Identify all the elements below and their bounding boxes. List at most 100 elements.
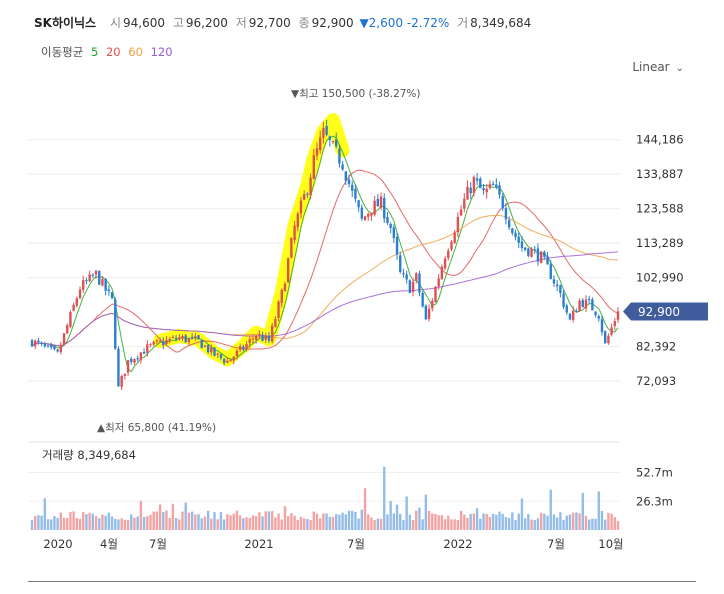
volume-bar [126,520,130,530]
volume-bar [514,520,517,530]
candle-body [338,148,341,164]
candle-body [399,255,402,272]
candle-body [424,305,428,320]
candle-body [597,316,600,319]
candle-body [114,299,117,349]
volume-bar [114,518,117,530]
volume-bar [315,513,319,530]
price-axis: 144,186 133,887 123,588 113,289 102,990 82,39… [636,133,684,389]
volume-bar [357,518,360,530]
volume-bar [517,513,520,530]
x-tick-label: 2022 [443,537,472,551]
volume-bar [56,517,59,530]
candle-body [367,213,370,217]
volume-bar [232,513,235,530]
ma-line-5 [31,135,619,373]
volume-bar [363,488,367,530]
volume-bar [613,517,616,530]
volume-bar [50,519,53,530]
volume-bar [88,513,91,530]
volume-bar [181,511,184,530]
candle-body [373,200,376,215]
volume-bar [360,509,364,530]
chevron-down-icon: ⌄ [675,63,684,74]
candle-body [533,249,536,251]
volume-bar [302,518,306,530]
volume-bar [226,514,229,530]
volume-bar [571,512,575,530]
candle-body [450,241,453,250]
candle-body [165,339,168,345]
candle-body [136,358,139,360]
y-tick-label: 72,093 [636,374,676,388]
candle-body [587,299,591,301]
volume-label: 거 [457,16,469,30]
volume-bar [507,517,511,530]
candle-body [117,348,120,387]
volume-bar [549,489,552,530]
x-tick-label: 7월 [347,537,365,551]
volume-bar [395,504,399,530]
volume-bar [267,511,271,530]
close-label: 종 [298,16,310,30]
candle-body [184,335,187,342]
scale-dropdown[interactable]: Linear ⌄ [632,60,684,74]
volume-bar [578,513,581,530]
candle-body [555,284,559,287]
candle-body [302,194,306,200]
candle-body [491,183,495,186]
candle-body [226,360,229,363]
candle-body [466,186,469,200]
candle-body [613,321,616,326]
high-value: 96,200 [185,16,228,30]
volume-bar [504,517,508,530]
candle-body [552,279,556,284]
candle-body [46,345,50,347]
volume-bar [130,514,133,530]
volume-bar [78,518,82,530]
volume-bar [142,516,146,530]
candle-body [594,311,597,316]
y-tick-label: 102,990 [636,271,684,285]
price-header: SK하이닉스 시 94,600 고 96,200 저 92,700 종 92,900 ▼… [34,14,531,31]
volume-bar [501,513,504,530]
volume-bar [296,519,299,530]
volume-bar [210,518,213,530]
candle-body [322,127,325,138]
candle-body [389,223,392,228]
candle-body [200,340,203,349]
volume-bar [399,513,402,530]
volume-bar [69,511,72,530]
volume-bar [197,514,200,530]
candle-body [447,250,450,259]
volume-bar [82,512,85,530]
volume-bar [562,519,565,530]
open-value: 94,600 [122,16,165,30]
volume-bar [498,511,501,530]
candle-body [53,346,56,350]
candle-body [530,248,533,257]
volume-bar [162,512,165,530]
volume-bar [328,516,332,530]
volume-bar [254,516,258,530]
candle-body [178,337,181,340]
candle-body [94,270,98,275]
candle-body [351,184,354,191]
candle-body [335,139,338,147]
volume-bar [168,517,171,530]
volume-bar [213,512,216,530]
moving-average-legend[interactable]: 이동평균 5 20 60 120 [41,44,177,60]
volume-bar [274,517,277,530]
candle-body [98,270,101,285]
volume-bar [72,511,75,530]
volume-bar [75,518,79,530]
volume-bar [139,500,143,530]
candle-body [415,273,418,281]
candle-body [405,274,408,280]
volume-bar [469,513,472,530]
highlight-stroke [153,113,350,367]
max-annotation: ▼최고 150,500 (-38.27%) [291,88,421,100]
candle-body [171,336,175,338]
volume-bar [242,518,245,530]
